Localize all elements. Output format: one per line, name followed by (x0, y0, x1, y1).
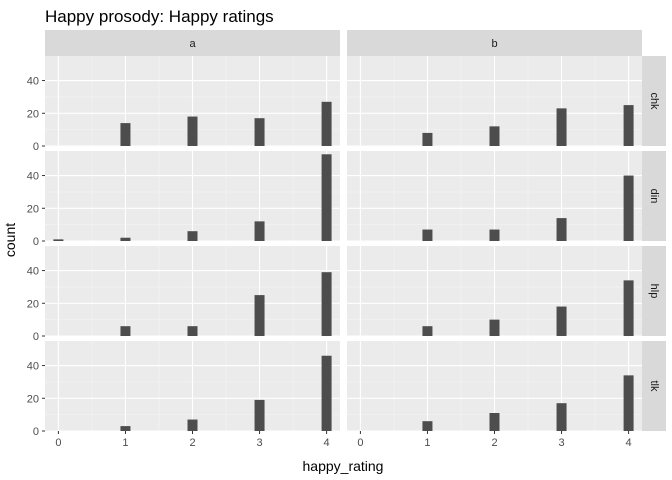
facet-strip-col-label-a: a (189, 38, 196, 50)
panel-din-a (45, 151, 340, 242)
bar-tlk-a-1 (120, 426, 131, 431)
bar-chk-a-4 (321, 101, 332, 146)
bar-hlp-b-1 (422, 326, 433, 336)
facet-strip-row-chk (642, 56, 666, 146)
bar-chk-b-4 (623, 105, 634, 146)
y-tick-label: 0 (33, 331, 39, 343)
panel-chk-a (45, 56, 340, 147)
facet-panels: a b chk din hlp tlk (45, 30, 666, 432)
bar-chk-b-1 (422, 132, 433, 146)
facet-strip-row-tlk (642, 341, 666, 431)
x-tick-label: 3 (558, 437, 564, 449)
bar-din-b-1 (422, 229, 433, 241)
bar-hlp-a-1 (120, 326, 131, 336)
x-tick-label: 1 (424, 437, 430, 449)
y-tick-label: 0 (33, 141, 39, 153)
bar-din-a-3 (254, 221, 265, 241)
bar-tlk-a-4 (321, 355, 332, 431)
y-tick-label: 0 (33, 236, 39, 248)
facet-strip-row-label-tlk: tlk (648, 381, 660, 393)
y-tick-label: 40 (27, 266, 39, 278)
facet-strip-col-b (347, 30, 642, 56)
panel-hlp-b (347, 246, 642, 337)
x-axis-title: happy_rating (303, 458, 384, 474)
bar-hlp-b-2 (489, 319, 500, 336)
x-tick-label: 4 (626, 437, 632, 449)
bar-din-a-2 (187, 231, 198, 241)
facet-strip-row-label-din: din (648, 189, 660, 204)
x-tick-label: 3 (256, 437, 262, 449)
bar-hlp-a-4 (321, 272, 332, 336)
facet-strip-row-hlp (642, 246, 666, 336)
y-tick-label: 20 (27, 298, 39, 310)
bar-chk-b-2 (489, 126, 500, 146)
panel-tlk-a (45, 341, 340, 432)
x-tick-label: 2 (189, 437, 195, 449)
bar-din-a-1 (120, 237, 131, 241)
bar-tlk-b-2 (489, 413, 500, 431)
bar-chk-a-2 (187, 116, 198, 146)
bar-din-a-4 (321, 154, 332, 241)
bar-tlk-b-1 (422, 421, 433, 431)
facet-strip-row-din (642, 151, 666, 241)
bar-hlp-a-2 (187, 326, 198, 336)
bar-tlk-a-2 (187, 419, 198, 431)
bar-hlp-a-3 (254, 295, 265, 336)
bar-din-b-2 (489, 229, 500, 241)
panel-hlp-a (45, 246, 340, 337)
x-tick-label: 4 (324, 437, 330, 449)
y-tick-label: 40 (27, 76, 39, 88)
bar-chk-a-3 (254, 118, 265, 146)
bar-din-b-4 (623, 175, 634, 241)
bar-tlk-b-4 (623, 375, 634, 431)
panel-chk-b (347, 56, 642, 147)
bar-chk-a-1 (120, 123, 131, 146)
y-tick-label: 20 (27, 393, 39, 405)
bar-tlk-b-3 (556, 403, 567, 431)
chart-title: Happy prosody: Happy ratings (45, 7, 274, 26)
facet-strip-row-label-chk: chk (648, 92, 660, 110)
bar-tlk-a-3 (254, 399, 265, 431)
y-tick-label: 20 (27, 108, 39, 120)
x-tick-label: 0 (357, 437, 363, 449)
y-tick-label: 40 (27, 171, 39, 183)
y-axis-title: count (2, 223, 18, 257)
bar-din-b-3 (556, 218, 567, 241)
x-tick-label: 0 (55, 437, 61, 449)
y-tick-label: 40 (27, 361, 39, 373)
x-tick-label: 2 (491, 437, 497, 449)
bar-hlp-b-3 (556, 306, 567, 336)
bar-hlp-b-4 (623, 280, 634, 336)
bar-din-a-0 (53, 239, 64, 241)
facet-strip-col-label-b: b (491, 38, 497, 50)
y-tick-label: 0 (33, 426, 39, 438)
x-tick-label: 1 (122, 437, 128, 449)
y-tick-label: 20 (27, 203, 39, 215)
bar-chk-b-3 (556, 108, 567, 146)
facet-strip-col-a (45, 30, 340, 56)
panel-tlk-b (347, 341, 642, 432)
facet-strip-row-label-hlp: hlp (648, 284, 660, 299)
panel-din-b (347, 151, 642, 242)
